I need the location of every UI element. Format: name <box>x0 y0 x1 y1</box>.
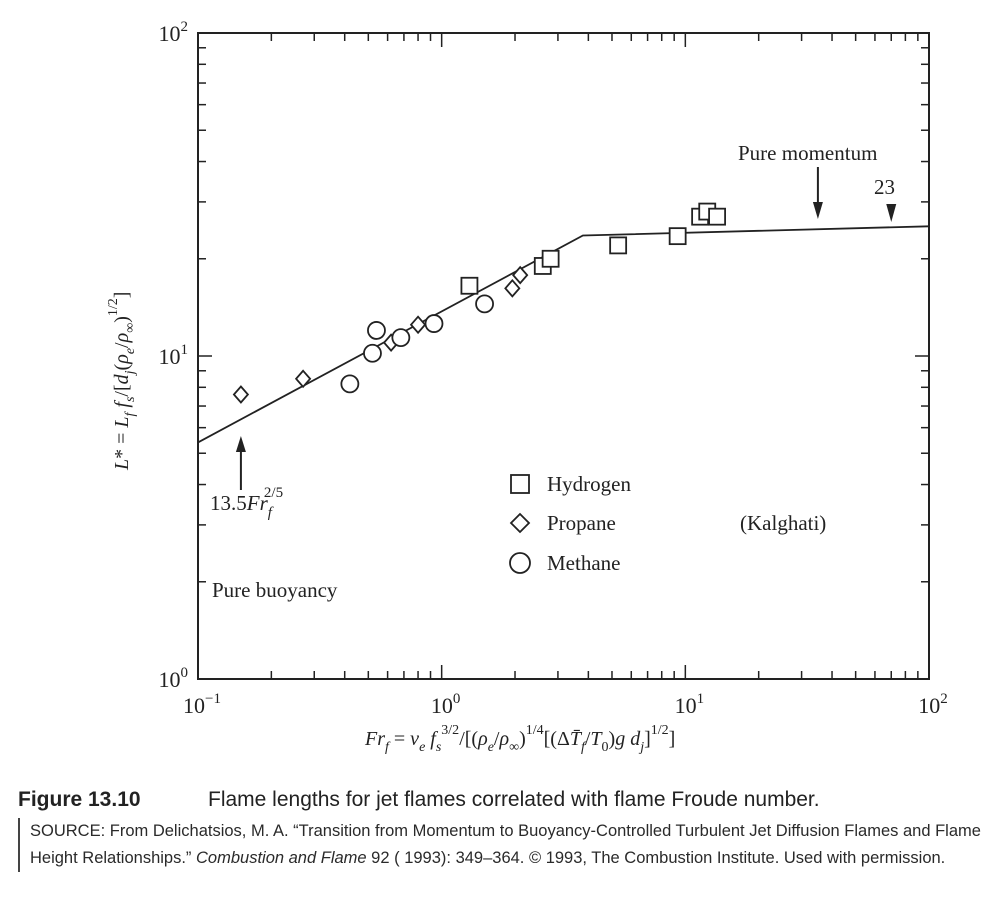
propane-point <box>232 385 250 404</box>
propane-point <box>409 315 427 335</box>
legend-marker-hydrogen <box>510 474 530 494</box>
methane-point <box>363 343 382 363</box>
x-axis-title: Frf = ve fs3/2/[(ρe/ρ∞)1/4[(ΔT̄f/T0)g dj… <box>364 723 675 755</box>
fit-arrow <box>235 436 246 490</box>
figure-title: Flame lengths for jet flames correlated … <box>208 788 820 811</box>
hydrogen-point <box>541 249 560 268</box>
y-tick-label: 100 <box>159 665 189 692</box>
y-axis-title: L* = Lf fs/[dj(ρe/ρ∞)1/2] <box>106 292 138 471</box>
source-citation: SOURCE: From Delichatsios, M. A. “Transi… <box>18 818 988 872</box>
legend-marker-propane <box>509 512 531 534</box>
correlation-line <box>197 225 930 444</box>
figure-number: Figure 13.10 <box>18 788 141 811</box>
propane-point <box>511 265 529 285</box>
plot-frame <box>197 32 930 680</box>
pure-momentum-label: Pure momentum <box>738 141 877 165</box>
methane-point <box>391 328 411 348</box>
x-tick-label: 102 <box>918 691 948 718</box>
source-suffix: 92 ( 1993): 349–364. © 1993, The Combust… <box>366 849 946 867</box>
source-prefix: SOURCE: From Delichatsios, M. A. “Transi… <box>30 822 981 867</box>
methane-point <box>340 374 360 394</box>
hydrogen-point <box>668 227 687 246</box>
fit-subscript: f <box>268 505 274 521</box>
buoyancy-fit-label: 13.5Frf 2/5 <box>210 485 283 521</box>
legend: Hydrogen Propane Methane <box>509 472 631 575</box>
figure-caption: Figure 13.10 Flame lengths for jet flame… <box>18 788 988 872</box>
propane-point <box>504 278 521 298</box>
methane-point <box>475 294 494 314</box>
y-tick-label: 101 <box>159 342 189 369</box>
methane-point <box>367 321 386 340</box>
x-tick-label: 10−1 <box>183 691 221 718</box>
legend-label-methane: Methane <box>547 551 620 575</box>
kalghati-label: (Kalghati) <box>740 511 826 535</box>
legend-label-propane: Propane <box>547 511 616 535</box>
hydrogen-point <box>460 276 479 295</box>
data-points <box>232 202 726 404</box>
momentum-arrow <box>812 167 823 219</box>
legend-marker-methane <box>509 552 531 574</box>
fit-variable: Fr <box>246 491 269 515</box>
value-23-label: 23 <box>874 175 895 199</box>
source-journal: Combustion and Flame <box>196 849 367 867</box>
pure-buoyancy-label: Pure buoyancy <box>212 578 338 602</box>
value-23-marker <box>886 204 897 222</box>
fit-coefficient: 13.5 <box>210 491 247 515</box>
propane-point <box>294 369 312 389</box>
methane-point <box>424 314 444 333</box>
x-tick-label: 100 <box>431 691 461 718</box>
axis-ticks <box>198 33 929 679</box>
caption-header: Figure 13.10 Flame lengths for jet flame… <box>18 788 988 812</box>
y-tick-label: 102 <box>159 19 189 46</box>
legend-label-hydrogen: Hydrogen <box>547 472 631 496</box>
hydrogen-point <box>708 207 726 226</box>
hydrogen-point <box>609 236 628 255</box>
x-tick-label: 101 <box>675 691 705 718</box>
fit-exponent: 2/5 <box>264 485 283 501</box>
